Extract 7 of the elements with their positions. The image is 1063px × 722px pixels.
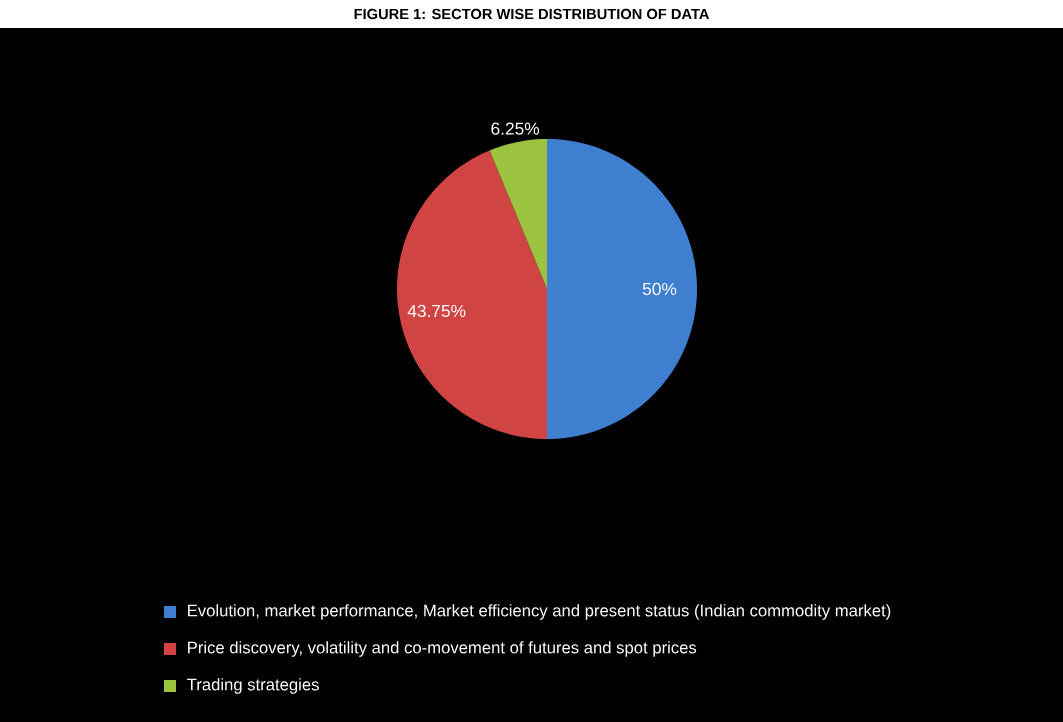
data-label: 43.75% [407,304,466,318]
data-label: 50% [642,282,677,296]
chart-title: FIGURE 1: SECTOR WISE DISTRIBUTION OF DATA [354,8,710,20]
legend-label: Evolution, market performance, Market efficiency and present status (Indian commodity market) [188,604,891,620]
legend-label: Price discovery, volatility and co-movement of futures and spot prices [188,641,697,657]
data-label: 6.25% [491,122,540,135]
legend-label: Trading strategies [187,678,319,694]
